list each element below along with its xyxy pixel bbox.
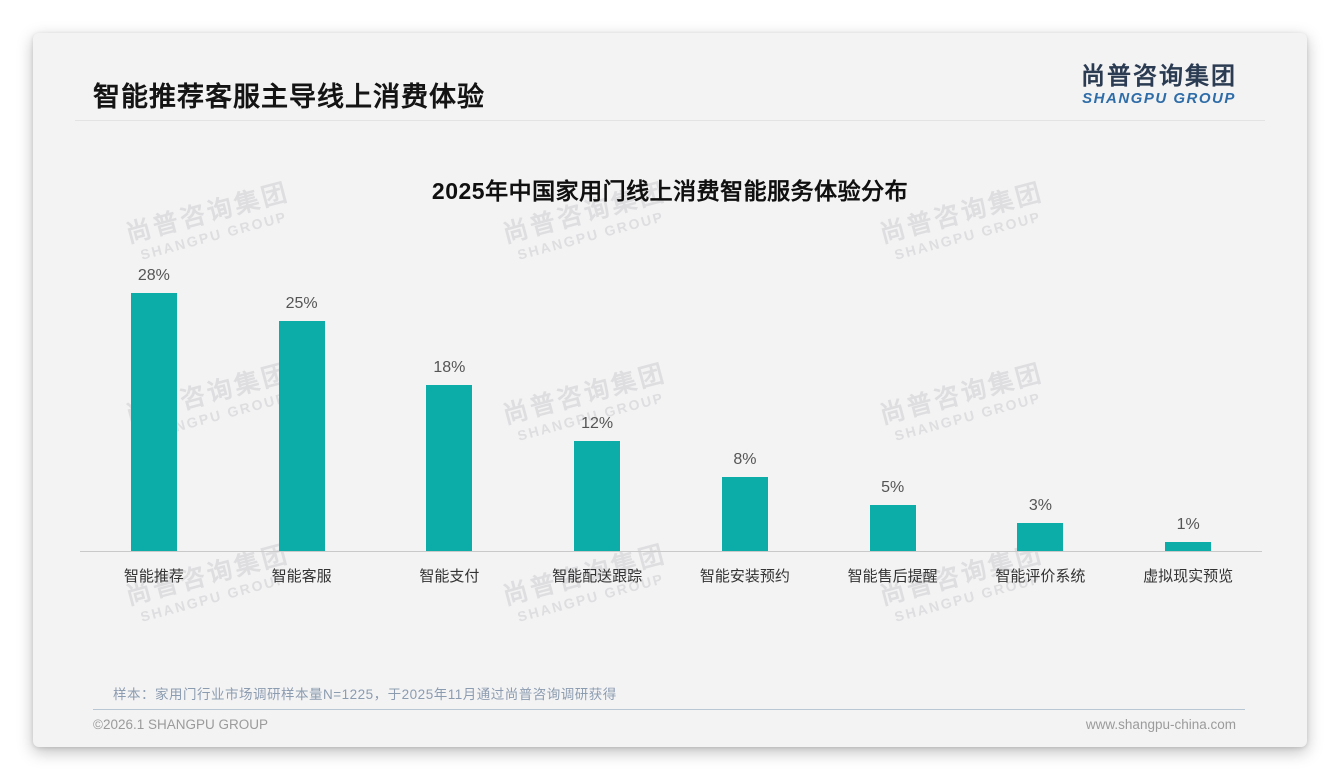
- category-label: 智能评价系统: [995, 568, 1086, 585]
- category-label: 智能售后提醒: [847, 568, 938, 585]
- page-title: 智能推荐客服主导线上消费体验: [93, 82, 485, 112]
- bar: [721, 477, 768, 551]
- bar-value-label: 8%: [733, 451, 757, 468]
- category-label: 智能客服: [271, 568, 332, 585]
- copyright-text: ©2026.1 SHANGPU GROUP: [93, 717, 269, 732]
- chart-title: 2025年中国家用门线上消费智能服务体验分布: [431, 178, 909, 204]
- sample-note: 样本：家用门行业市场调研样本量N=1225，于2025年11月通过尚普咨询调研获…: [113, 687, 617, 702]
- header-divider: [75, 120, 1265, 121]
- x-axis-line: [80, 551, 1262, 552]
- bar-value-label: 12%: [581, 415, 614, 432]
- bar-value-label: 18%: [433, 359, 466, 376]
- category-label: 虚拟现实预览: [1143, 568, 1234, 585]
- category-label: 智能配送跟踪: [552, 568, 643, 585]
- website-text: www.shangpu-china.com: [1085, 717, 1236, 732]
- bar: [130, 293, 177, 551]
- category-label: 智能支付: [419, 568, 480, 585]
- bar: [1017, 523, 1064, 551]
- logo-chinese-name: 尚普咨询集团: [1081, 63, 1237, 90]
- bar: [426, 385, 473, 551]
- category-label: 智能推荐: [123, 568, 184, 585]
- bar: [574, 441, 621, 551]
- bar: [1165, 542, 1212, 551]
- bar: [869, 505, 916, 551]
- footer-divider: [93, 709, 1245, 710]
- bar-value-label: 1%: [1176, 516, 1200, 533]
- slide-card: 尚普咨询集团 SHANGPU GROUP 尚普咨询集团 SHANGPU GROUP 尚普…: [33, 33, 1307, 747]
- bar-value-label: 3%: [1028, 497, 1052, 514]
- company-logo: 尚普咨询集团 SHANGPU GROUP: [1081, 63, 1237, 107]
- footer: ©2026.1 SHANGPU GROUP www.shangpu-china.…: [93, 717, 1236, 732]
- bar-value-label: 5%: [881, 479, 905, 496]
- bar-value-label: 25%: [285, 295, 318, 312]
- plot-area: 28% 智能推荐 25% 智能客服 18% 智能支付 12% 智能配送跟踪 8% 智能安装预约 5%…: [80, 260, 1262, 585]
- logo-english-name: SHANGPU GROUP: [1082, 89, 1236, 107]
- bar-value-label: 28%: [137, 267, 170, 284]
- category-label: 智能安装预约: [699, 568, 790, 585]
- bar: [278, 321, 325, 551]
